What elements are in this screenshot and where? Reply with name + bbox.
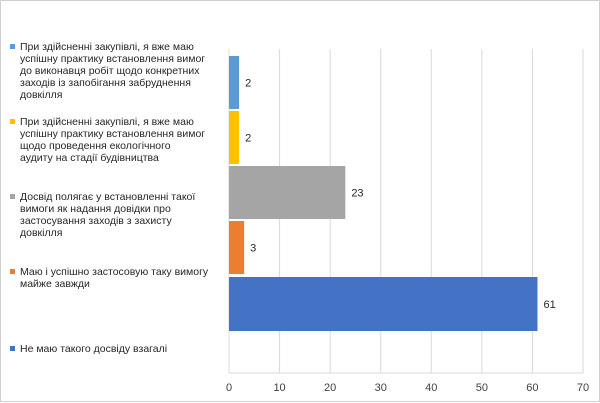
bar [229, 221, 245, 274]
legend-swatch [10, 269, 15, 274]
legend-label: аудиту на стадії будівництва [20, 152, 159, 164]
data-label: 3 [250, 243, 256, 255]
x-tick-label: 50 [476, 382, 488, 394]
data-label: 23 [351, 188, 363, 200]
x-tick-label: 70 [577, 382, 589, 394]
legend-label: успішну практику встановлення вимог [20, 53, 205, 65]
legend-swatch [10, 44, 15, 49]
legend-label: заходів із запобігання забруднення [20, 77, 191, 89]
legend-label: Не маю такого досвіду взагалі [20, 343, 167, 355]
x-tick-label: 20 [324, 382, 336, 394]
legend-label: При здійсненні закупівлі, я вже маю [20, 116, 194, 128]
bar [229, 111, 240, 164]
bar [229, 166, 346, 219]
legend-label: успішну практику встановлення вимог [20, 128, 205, 140]
legend-label: При здійсненні закупівлі, я вже маю [20, 41, 194, 53]
legend-label: щодо проведення екологічного [20, 140, 171, 152]
x-tick-label: 60 [526, 382, 538, 394]
legend-swatch [10, 119, 15, 124]
legend-swatch [10, 346, 15, 351]
bar [229, 56, 240, 109]
data-label: 2 [245, 133, 251, 145]
x-tick-label: 0 [226, 382, 232, 394]
legend-label: Досвід полягає у встановленні такої [20, 191, 195, 203]
data-label: 2 [245, 78, 251, 90]
legend-label: застосування заходів з захисту [20, 215, 172, 227]
legend-label: майже завжди [20, 278, 90, 290]
legend-label: Маю і успішно застосовую таку вимогу [20, 266, 209, 278]
legend-label: довкілля [20, 227, 62, 239]
data-label: 61 [543, 299, 555, 311]
legend-label: довкілля [20, 89, 62, 101]
legend-label: до виконавця робіт щодо конкретних [20, 65, 200, 77]
x-tick-label: 40 [425, 382, 437, 394]
legend-label: вимоги як надання довідки про [20, 203, 171, 215]
x-tick-label: 10 [273, 382, 285, 394]
bar [229, 277, 538, 331]
legend-swatch [10, 194, 15, 199]
x-tick-label: 30 [375, 382, 387, 394]
